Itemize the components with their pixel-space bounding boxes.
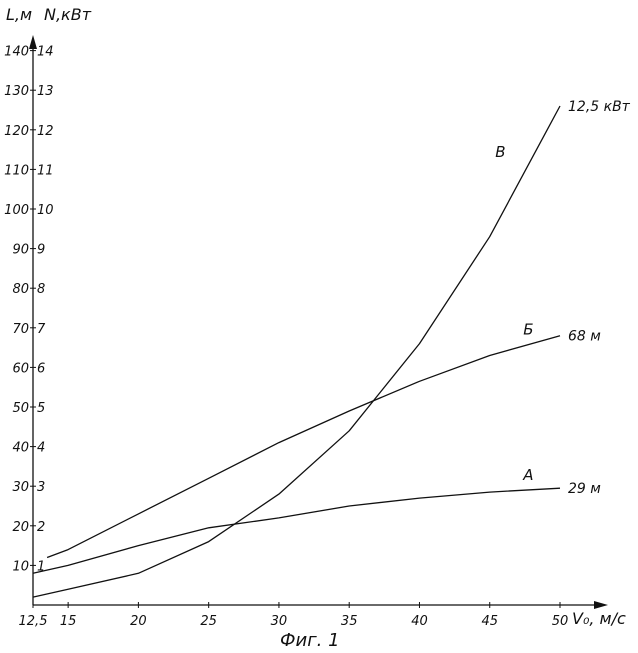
series-layer	[32, 105, 561, 598]
x-axis-arrow	[594, 601, 608, 609]
y-left-tick-label: 100	[4, 203, 29, 218]
y-right-tick-label: 14	[37, 45, 54, 60]
y-right-tick-label: 8	[37, 282, 45, 297]
y-left-tick-label: 90	[12, 243, 29, 258]
series-line-В	[32, 105, 561, 598]
series-end-label: 29 м	[568, 481, 601, 497]
x-tick-label: 12,5	[19, 614, 48, 629]
series-name-label: Б	[523, 321, 533, 339]
x-tick-label: 45	[481, 614, 498, 629]
y-left-tick-label: 70	[12, 322, 29, 337]
y-right-tick-label: 2	[37, 520, 45, 535]
y-right-tick-label: 4	[37, 441, 45, 456]
y-left-tick-label: 140	[4, 45, 29, 60]
x-tick-label: 20	[130, 614, 147, 629]
x-tick-label: 25	[200, 614, 217, 629]
series-end-label: 68 м	[568, 329, 601, 345]
y-axis-arrow	[29, 35, 37, 49]
y-right-tick-label: 12	[37, 124, 54, 139]
y-left-tick-label: 120	[4, 124, 29, 139]
x-axis-label: V₀, м/с	[572, 609, 626, 628]
y-left-tick-label: 10	[12, 559, 29, 574]
y-right-tick-label: 6	[37, 361, 45, 376]
series-name-label: В	[495, 143, 505, 161]
y-right-tick-label: 7	[37, 322, 46, 337]
y-left-axis-label: L,м	[6, 5, 32, 24]
x-tick-label: 30	[271, 614, 288, 629]
y-left-tick-label: 50	[12, 401, 29, 416]
y-right-axis-label: N,кВт	[44, 5, 92, 24]
y-right-tick-label: 10	[37, 203, 54, 218]
y-left-tick-label: 20	[12, 520, 29, 535]
y-right-tick-label: 11	[37, 163, 54, 178]
y-right-tick-label: 9	[37, 243, 45, 258]
y-left-tick-label: 60	[12, 361, 29, 376]
x-tick-label: 50	[552, 614, 569, 629]
y-right-tick-label: 1	[37, 559, 45, 574]
x-tick-label: 40	[411, 614, 428, 629]
series-line-Б	[46, 335, 561, 559]
x-tick-label: 35	[341, 614, 358, 629]
series-name-label: А	[522, 466, 533, 484]
series-line-А	[32, 487, 561, 574]
labels-layer: А 29 м Б 68 м В 12,5 кВт	[495, 99, 630, 497]
series-end-label: 12,5 кВт	[568, 99, 631, 115]
y-left-tick-label: 130	[4, 84, 29, 99]
y-right-tick-label: 5	[37, 401, 45, 416]
y-left-tick-label: 110	[4, 163, 29, 178]
y-left-tick-label: 30	[12, 480, 29, 495]
figure-caption: Фиг. 1	[280, 630, 340, 651]
y-right-tick-label: 3	[37, 480, 45, 495]
y-right-tick-label: 13	[37, 84, 54, 99]
x-tick-label: 15	[60, 614, 77, 629]
y-left-tick-label: 80	[12, 282, 29, 297]
y-left-tick-label: 40	[12, 441, 29, 456]
